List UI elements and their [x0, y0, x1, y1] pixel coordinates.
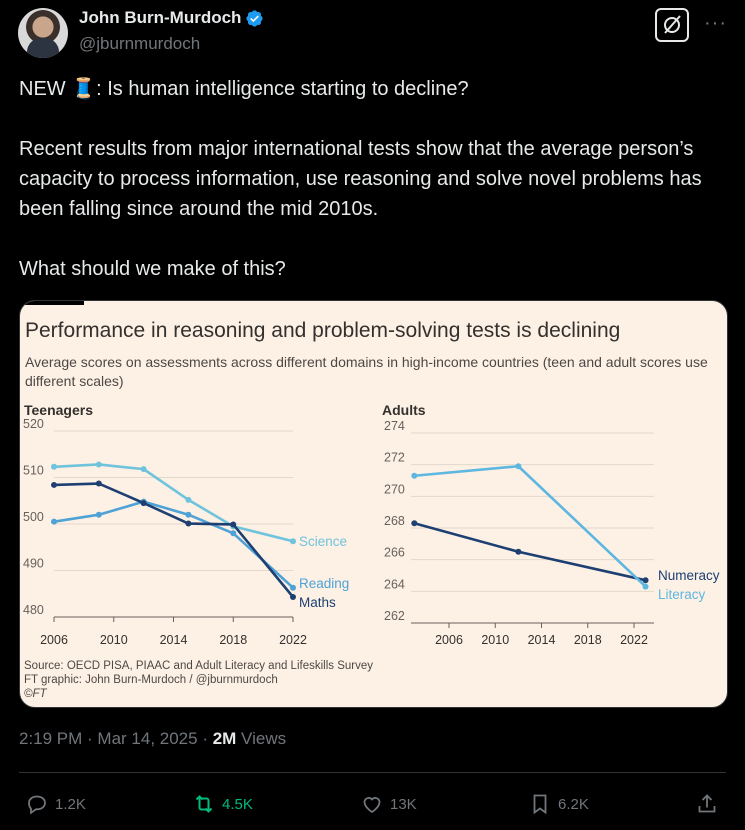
tweet-line-3: What should we make of this?: [19, 258, 286, 280]
literacy-data-point: [642, 583, 649, 590]
teenagers-x-tick-label: 2006: [40, 633, 68, 647]
reading-data-point: [185, 511, 192, 518]
tweet-line-1: NEW 🧵: Is human intelligence starting to…: [19, 78, 469, 100]
teenagers-y-tick-label: 520: [23, 417, 44, 431]
tweet-meta: 2:19 PM · Mar 14, 2025 · 2M Views: [19, 729, 286, 749]
maths-data-point: [51, 481, 57, 488]
repost-button[interactable]: 4.5K: [192, 792, 253, 816]
source-line-3: ©FT: [24, 688, 47, 700]
views-count: 2M: [212, 729, 237, 748]
share-button[interactable]: [695, 792, 719, 816]
reply-icon: [28, 795, 46, 815]
avatar[interactable]: [18, 8, 68, 58]
adults-y-tick-label: 264: [384, 577, 405, 591]
teenagers-y-tick-label: 480: [23, 603, 44, 617]
teenagers-y-tick-label: 510: [23, 464, 44, 478]
maths-series-line: [53, 482, 295, 598]
maths-data-point: [230, 521, 237, 528]
views-label: Views: [236, 729, 287, 748]
teenagers-x-tick-label: 2018: [219, 633, 247, 647]
tweet-line-2: Recent results from major international …: [19, 138, 702, 220]
author-handle[interactable]: @jburnmurdoch: [79, 34, 201, 53]
adults-x-tick-label: 2006: [435, 633, 463, 647]
more-options-icon[interactable]: ···: [704, 12, 727, 34]
literacy-data-point: [411, 472, 418, 479]
chart-source: Source: OECD PISA, PIAAC and Adult Liter…: [24, 659, 373, 701]
source-line-2: FT graphic: John Burn-Murdoch / @jburnmu…: [24, 674, 278, 686]
reading-data-point: [51, 518, 57, 525]
reading-data-point: [230, 530, 237, 537]
reply-button[interactable]: 1.2K: [25, 792, 86, 816]
adults-y-tick-label: 266: [384, 546, 405, 560]
verified-badge-icon: [246, 9, 264, 27]
adults-y-tick-label: 268: [384, 514, 405, 528]
repost-count: 4.5K: [222, 795, 253, 813]
author-name-text[interactable]: John Burn-Murdoch: [79, 8, 242, 27]
adults-y-tick-label: 272: [384, 451, 405, 465]
reply-count: 1.2K: [55, 795, 86, 813]
teenagers-y-tick-label: 490: [23, 557, 44, 571]
panel-label-teenagers: Teenagers: [24, 402, 93, 418]
teenagers-y-tick-label: 500: [23, 510, 44, 524]
adults-x-tick-label: 2014: [528, 633, 556, 647]
maths-data-point: [95, 480, 102, 487]
science-data-point: [140, 466, 147, 473]
science-data-point: [95, 461, 102, 468]
bookmark-button[interactable]: 6.2K: [528, 792, 589, 816]
maths-data-point: [290, 594, 296, 601]
adults-x-tick-label: 2018: [574, 633, 602, 647]
like-button[interactable]: 13K: [360, 792, 417, 816]
timestamp[interactable]: 2:19 PM · Mar 14, 2025 ·: [19, 729, 213, 748]
tweet-text: NEW 🧵: Is human intelligence starting to…: [19, 74, 719, 284]
reading-series-line: [53, 500, 294, 589]
adults-y-tick-label: 262: [384, 609, 405, 623]
bookmark-count: 6.2K: [558, 795, 589, 813]
teenagers-x-tick-label: 2022: [279, 633, 307, 647]
heart-icon: [363, 797, 381, 814]
literacy-data-point: [515, 463, 522, 470]
chart-title: Performance in reasoning and problem-sol…: [25, 319, 621, 342]
chart-image[interactable]: Performance in reasoning and problem-sol…: [19, 300, 728, 708]
teenagers-x-tick-label: 2014: [160, 633, 188, 647]
numeracy-data-point: [411, 520, 418, 527]
author-name[interactable]: John Burn-Murdoch: [79, 8, 264, 28]
maths-series-label: Maths: [299, 595, 336, 610]
grok-icon[interactable]: [655, 8, 689, 42]
reading-series-label: Reading: [299, 576, 349, 591]
maths-data-point: [140, 500, 147, 507]
reading-data-point: [290, 584, 296, 591]
bookmark-icon: [533, 794, 547, 815]
like-count: 13K: [390, 795, 417, 813]
reading-data-point: [95, 511, 102, 518]
share-icon: [698, 794, 716, 813]
adults-x-tick-label: 2022: [620, 633, 648, 647]
science-series-label: Science: [299, 534, 347, 549]
science-data-point: [185, 496, 192, 503]
literacy-series-label: Literacy: [658, 587, 706, 602]
science-data-point: [51, 463, 57, 470]
numeracy-series-line: [413, 521, 646, 582]
ft-topbar: [20, 301, 84, 305]
numeracy-data-point: [515, 548, 522, 555]
maths-data-point: [185, 520, 192, 527]
chart-svg: 480 490 500 510 520 2006 2010 2014 2018 2022 Scien…: [23, 417, 720, 647]
numeracy-data-point: [642, 577, 649, 584]
adults-x-tick-label: 2010: [481, 633, 509, 647]
repost-icon: [195, 795, 213, 813]
panel-label-adults: Adults: [382, 402, 426, 418]
source-line-1: Source: OECD PISA, PIAAC and Adult Liter…: [24, 660, 373, 672]
adults-y-tick-label: 270: [384, 482, 405, 496]
science-series-line: [53, 463, 294, 543]
literacy-series-line: [414, 464, 647, 588]
chart-subtitle: Average scores on assessments across dif…: [25, 354, 708, 389]
science-data-point: [290, 538, 296, 545]
teenagers-x-tick-label: 2010: [100, 633, 128, 647]
divider: [19, 772, 726, 773]
numeracy-series-label: Numeracy: [658, 568, 720, 583]
adults-y-tick-label: 274: [384, 419, 405, 433]
